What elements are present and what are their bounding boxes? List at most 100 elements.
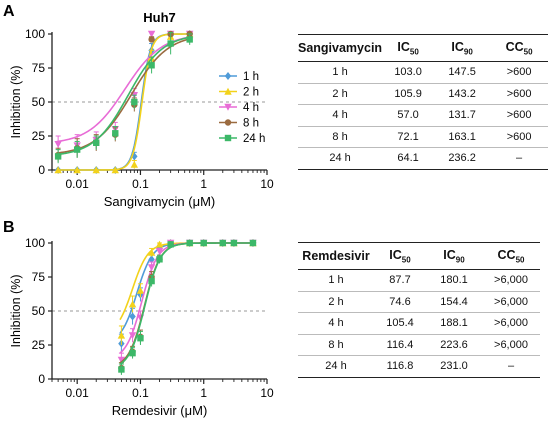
cell-cc50: >600 <box>490 61 549 84</box>
series-curve <box>119 242 253 365</box>
cell-cc50: >6,000 <box>482 269 540 292</box>
table-row: 24 h 64.1 236.2– <box>298 147 549 170</box>
table-row: 8 h 72.1 163.1 >600 <box>298 126 549 148</box>
cell-ic50: 57.0 <box>382 104 435 127</box>
y-tick-label: 0 <box>38 163 45 177</box>
cell-time: 2 h <box>298 291 374 313</box>
cell-ic90: 180.1 <box>426 269 482 292</box>
cell-ic90: 143.2 <box>434 83 491 105</box>
cell-time: 8 h <box>298 334 374 356</box>
x-tick-label: 1 <box>200 386 207 400</box>
data-point <box>148 36 155 43</box>
data-point <box>54 153 62 160</box>
table-sangivamycin: Sangivamycin IC50 IC90 CC50 1 h 103.0 147.… <box>298 34 549 170</box>
data-point <box>224 72 232 80</box>
x-tick-label: 1 <box>200 177 207 191</box>
data-point <box>147 248 156 256</box>
data-point <box>131 152 138 161</box>
data-point <box>54 140 62 148</box>
cell-time: 24 h <box>298 147 383 170</box>
data-point <box>131 98 138 106</box>
chart-panel-a: Huh7 0 25 50 75 100 0.01 0.1 1 10 Sangivamycin (μM… <box>9 10 274 209</box>
cell-ic90: 147.5 <box>434 61 491 84</box>
data-point <box>147 30 156 38</box>
cell-ic50: 74.6 <box>374 291 426 313</box>
cell-time: 1 h <box>298 61 383 84</box>
y-axis-label: Inhibition (%) <box>9 275 23 348</box>
cell-ic90: 131.7 <box>434 104 491 127</box>
data-point <box>128 300 137 308</box>
cell-ic90: 163.1 <box>434 126 491 148</box>
y-tick-label: 100 <box>25 27 45 41</box>
chart-panel-b: 0 25 50 75 100 0.01 0.1 1 10 Remdesivir (μM) Inhib… <box>9 236 274 418</box>
cell-ic90: 223.6 <box>426 334 482 356</box>
cell-ic50: 105.9 <box>382 83 435 105</box>
x-axis-label: Sangivamycin (μM) <box>104 194 216 209</box>
cell-ic50: 116.4 <box>374 334 426 356</box>
table-row: 8 h 116.4 223.6 >6,000 <box>298 334 540 356</box>
cell-cc50: >600 <box>490 104 549 127</box>
cell-time: 8 h <box>298 126 383 148</box>
legend-label: 4 h <box>243 102 259 114</box>
series-curve <box>56 38 190 154</box>
table-remdesivir: Remdesivir IC50 IC90 CC50 1 h 87.7 180.1 >6… <box>298 242 540 378</box>
data-point <box>219 239 226 247</box>
cell-time: 24 h <box>298 355 374 378</box>
data-point <box>167 241 174 248</box>
y-tick-label: 50 <box>32 95 46 109</box>
header-cc50: CC50 <box>490 34 549 62</box>
table-row: 4 h 105.4 188.1 >6,000 <box>298 312 540 335</box>
data-point <box>230 239 238 247</box>
cell-time: 2 h <box>298 83 383 105</box>
series-curve <box>119 242 253 364</box>
table-row: 1 h 87.7 180.1 >6,000 <box>298 269 540 292</box>
table-header-row: Sangivamycin IC50 IC90 CC50 <box>298 34 549 62</box>
x-tick-label: 10 <box>260 177 274 191</box>
table-row: 4 h 57.0 131.7 >600 <box>298 104 549 127</box>
data-point <box>118 366 125 373</box>
x-tick-label: 0.01 <box>65 177 89 191</box>
header-ic50: IC50 <box>374 242 426 270</box>
header-ic90: IC90 <box>426 242 482 270</box>
data-point <box>224 87 232 95</box>
data-point <box>224 119 232 126</box>
header-ic50: IC50 <box>382 34 435 62</box>
y-tick-label: 100 <box>25 236 45 250</box>
data-point <box>155 247 164 255</box>
y-axis-label: Inhibition (%) <box>9 66 23 139</box>
cell-ic50: 64.1 <box>382 147 435 170</box>
cell-ic90: 231.0 <box>426 355 482 378</box>
header-ic90: IC90 <box>434 34 491 62</box>
cell-cc50: >6,000 <box>482 334 540 356</box>
x-tick-label: 0.01 <box>65 386 89 400</box>
data-point <box>147 264 156 272</box>
data-point <box>155 240 164 248</box>
data-point <box>200 239 207 247</box>
data-point <box>167 40 174 47</box>
table-row: 1 h 103.0 147.5 >600 <box>298 61 549 84</box>
cell-time: 1 h <box>298 269 374 292</box>
cell-ic90: 188.1 <box>426 312 482 335</box>
table-row: 2 h 105.9 143.2 >600 <box>298 83 549 105</box>
data-point <box>117 356 126 364</box>
y-tick-label: 0 <box>38 372 45 386</box>
data-point <box>92 166 100 174</box>
header-compound: Remdesivir <box>298 242 374 270</box>
data-point <box>224 134 232 142</box>
cell-ic50: 116.8 <box>374 355 426 378</box>
legend-label: 2 h <box>243 87 259 99</box>
x-tick-label: 0.1 <box>132 177 149 191</box>
cell-ic50: 103.0 <box>382 61 435 84</box>
cell-ic50: 72.1 <box>382 126 435 148</box>
cell-cc50: – <box>482 355 540 378</box>
cell-ic90: 154.4 <box>426 291 482 313</box>
y-tick-label: 25 <box>32 129 46 143</box>
legend-label: 8 h <box>243 118 259 130</box>
data-point <box>186 36 193 43</box>
y-tick-label: 50 <box>32 304 46 318</box>
header-cc50: CC50 <box>482 242 540 270</box>
x-tick-label: 10 <box>260 386 274 400</box>
legend-label: 1 h <box>243 71 259 83</box>
panel-label-b: B <box>3 219 15 236</box>
